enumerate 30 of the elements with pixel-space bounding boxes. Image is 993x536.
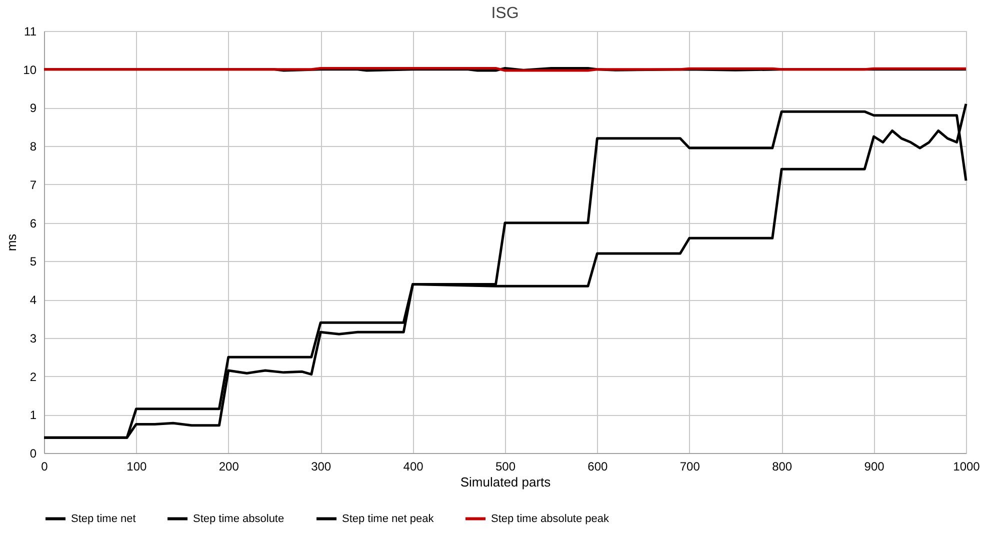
x-tick-label: 700	[680, 460, 700, 474]
y-tick-label: 9	[30, 101, 37, 116]
x-tick-label: 900	[864, 460, 885, 474]
x-tick-label: 500	[495, 460, 516, 474]
y-tick-label: 2	[30, 370, 37, 384]
y-tick-label: 0	[30, 446, 37, 460]
legend-label: Step time net	[71, 512, 136, 525]
y-tick-label: 6	[30, 216, 37, 230]
x-tick-label: 200	[218, 460, 240, 474]
y-tick-label: 3	[30, 331, 37, 346]
x-tick-label: 800	[772, 460, 792, 474]
x-tick-label: 400	[403, 460, 424, 474]
legend-label: Step time absolute	[193, 512, 284, 525]
legend-label: Step time net peak	[342, 512, 434, 525]
y-axis-title: ms	[4, 233, 20, 252]
chart-title: ISG	[491, 5, 519, 22]
y-tick-label: 8	[30, 140, 37, 154]
x-tick-label: 300	[311, 460, 332, 474]
y-tick-label: 1	[30, 408, 37, 422]
x-axis-title: Simulated parts	[460, 474, 552, 490]
legend-label: Step time absolute peak	[491, 512, 610, 525]
x-tick-label: 0	[41, 460, 48, 474]
y-tick-label: 11	[24, 24, 37, 38]
y-tick-label: 10	[23, 62, 37, 77]
x-tick-label: 1000	[953, 460, 980, 474]
y-tick-label: 5	[30, 254, 37, 269]
x-tick-label: 100	[126, 460, 148, 474]
x-tick-label: 600	[588, 460, 608, 474]
y-tick-label: 4	[30, 293, 37, 308]
y-tick-label: 7	[30, 178, 37, 192]
